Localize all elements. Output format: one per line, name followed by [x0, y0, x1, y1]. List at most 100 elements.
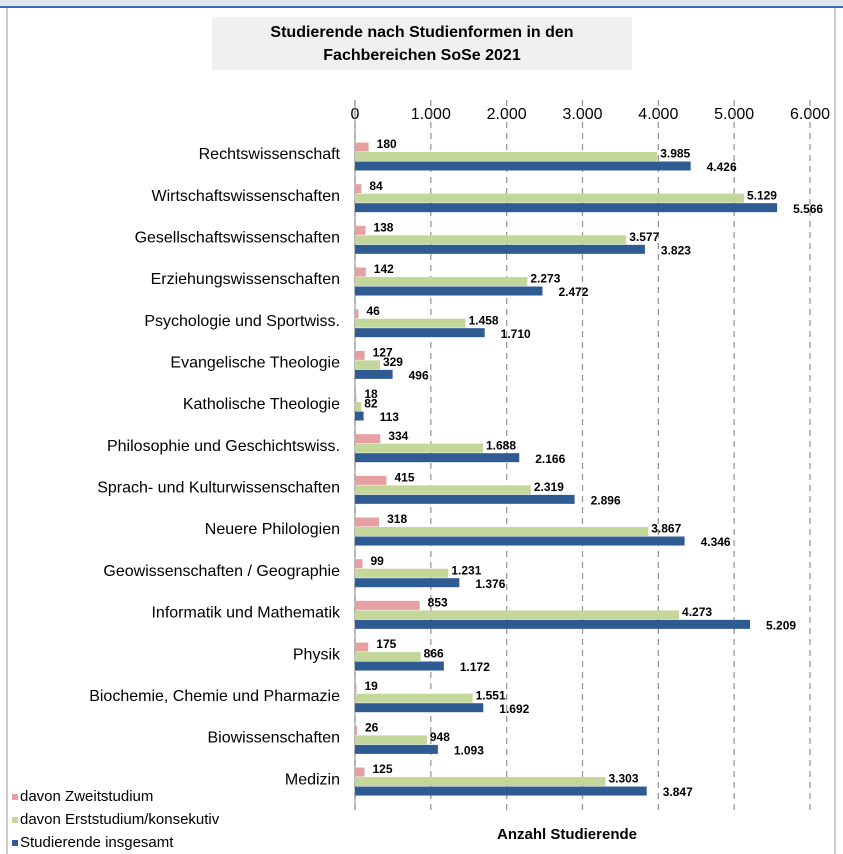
value-label: 1.551	[476, 688, 506, 702]
value-label: 2.319	[534, 480, 564, 494]
bar	[355, 434, 381, 444]
value-label: 99	[371, 554, 385, 568]
value-label: 2.273	[530, 272, 560, 286]
value-label: 1.376	[475, 577, 505, 591]
value-label: 329	[383, 355, 403, 369]
value-label: 82	[364, 397, 378, 411]
value-label: 18	[364, 387, 378, 401]
legend-label: davon Erststudium/konsekutiv	[20, 811, 220, 828]
bar	[355, 453, 520, 463]
bar	[355, 610, 680, 620]
y-tick-label: Wirtschaftswissenschaften	[151, 188, 340, 205]
bar	[355, 161, 691, 171]
value-label: 415	[394, 471, 414, 485]
bar	[355, 411, 364, 421]
bar	[355, 244, 645, 254]
value-label: 19	[364, 679, 378, 693]
bar	[355, 318, 466, 328]
y-tick-label: Erziehungswissenschaften	[151, 271, 340, 288]
value-label: 5.566	[793, 202, 823, 216]
y-tick-label: Rechtswissenschaft	[199, 146, 341, 163]
bar	[355, 203, 778, 213]
value-label: 175	[376, 637, 396, 651]
bar	[355, 517, 380, 527]
y-tick-label: Neuere Philologien	[205, 521, 340, 538]
bar	[355, 684, 357, 694]
value-label: 1.710	[501, 327, 531, 341]
bar	[355, 703, 484, 713]
legend-swatch	[12, 840, 18, 846]
bar	[355, 184, 362, 194]
value-label: 127	[373, 346, 393, 360]
y-tick-label: Physik	[293, 646, 341, 663]
y-tick-label: Medizin	[285, 771, 340, 788]
value-label: 3.847	[663, 785, 693, 799]
title-box	[212, 17, 632, 70]
bar	[355, 527, 649, 537]
value-label: 180	[377, 137, 397, 151]
bar	[355, 360, 380, 370]
value-label: 1.692	[499, 702, 529, 716]
value-label: 3.867	[651, 522, 681, 536]
chart-title: Fachbereichen SoSe 2021	[323, 47, 521, 64]
bar	[355, 402, 362, 412]
value-label: 334	[388, 429, 408, 443]
value-label: 1.688	[486, 438, 516, 452]
bar	[355, 152, 658, 161]
bar	[355, 286, 543, 296]
y-tick-label: Biowissenschaften	[207, 730, 340, 747]
bar	[355, 225, 366, 235]
x-axis-label: Anzahl Studierende	[497, 826, 637, 843]
sheet-strip	[0, 0, 843, 7]
y-tick-label: Philosophie und Geschichtswiss.	[107, 438, 340, 455]
value-label: 853	[428, 596, 448, 610]
y-tick-label: Psychologie und Sportwiss.	[144, 313, 340, 330]
bar	[355, 536, 685, 546]
legend-swatch	[12, 817, 18, 823]
value-label: 496	[409, 369, 429, 383]
bar	[355, 652, 421, 662]
bar	[355, 777, 606, 787]
value-label: 1.093	[454, 744, 484, 758]
bar	[355, 277, 528, 287]
y-tick-label: Evangelische Theologie	[170, 355, 340, 372]
y-tick-label: Sprach- und Kulturwissenschaften	[97, 480, 340, 497]
chart-title: Studierende nach Studienformen in den	[270, 24, 573, 41]
value-label: 2.166	[535, 452, 565, 466]
value-label: 3.985	[660, 147, 690, 161]
bar	[355, 600, 420, 610]
bar	[355, 328, 485, 338]
bar	[355, 142, 369, 152]
bar	[355, 559, 363, 569]
value-label: 3.303	[608, 772, 638, 786]
value-label: 866	[424, 647, 444, 661]
value-label: 2.472	[558, 285, 588, 299]
value-label: 113	[380, 410, 400, 424]
value-label: 1.172	[460, 660, 490, 674]
bar	[355, 661, 444, 671]
y-tick-label: Gesellschaftswissenschaften	[135, 230, 340, 247]
bar	[355, 475, 387, 485]
value-label: 125	[372, 762, 392, 776]
value-label: 142	[374, 262, 394, 276]
legend-label: davon Zweitstudium	[20, 788, 153, 805]
y-tick-label: Geowissenschaften / Geographie	[103, 563, 340, 580]
bar	[355, 392, 357, 402]
bar	[355, 744, 438, 754]
bar	[355, 693, 473, 703]
value-label: 46	[366, 304, 380, 318]
bar	[355, 267, 366, 277]
value-label: 4.346	[701, 535, 731, 549]
bar	[355, 725, 357, 735]
bar	[355, 350, 365, 360]
bar	[355, 485, 531, 495]
value-label: 1.231	[451, 563, 481, 577]
bar	[355, 767, 365, 777]
value-label: 5.129	[747, 188, 777, 202]
bar	[355, 786, 647, 796]
legend-swatch	[12, 794, 18, 800]
value-label: 4.426	[707, 160, 737, 174]
bar	[355, 619, 751, 629]
legend-label: Studierende insgesamt	[20, 834, 174, 851]
